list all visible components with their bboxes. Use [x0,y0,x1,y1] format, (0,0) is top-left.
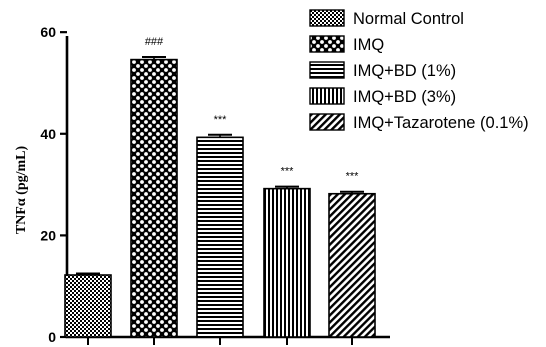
legend-label: Normal Control [353,10,464,28]
y-tick-label: 40 [40,126,56,142]
bar-normal-control [64,274,112,338]
legend: Normal Control IMQ IMQ+BD (1%) IMQ+BD (3%) I… [309,9,529,132]
bar-imq-bd-1 [196,136,244,338]
significance-label: *** [214,114,228,126]
legend-swatch [309,113,345,131]
legend-label: IMQ+Tazarotene (0.1%) [353,114,529,132]
y-axis-label: TNFα (pg/mL) [14,146,29,235]
legend-swatch [309,9,345,27]
legend-swatch [309,61,345,79]
significance-label: *** [281,166,295,178]
bars: ### *** *** *** [64,36,376,338]
y-axis-ticks: 0 20 40 60 [40,24,67,345]
legend-swatch [309,35,345,53]
legend-swatch [309,87,345,105]
bar-imq-tazarotene-0-1 [328,192,376,338]
y-tick-label: 0 [48,329,56,345]
bar-imq-bd-3 [263,187,311,338]
y-tick-label: 20 [40,227,56,243]
bar-imq [130,58,178,338]
legend-label: IMQ+BD (1%) [353,62,456,80]
legend-label: IMQ+BD (3%) [353,88,456,106]
x-axis-ticks [87,337,353,345]
legend-label: IMQ [353,36,384,54]
significance-label: ### [145,36,164,48]
significance-label: *** [346,171,360,183]
y-tick-label: 60 [40,24,56,40]
